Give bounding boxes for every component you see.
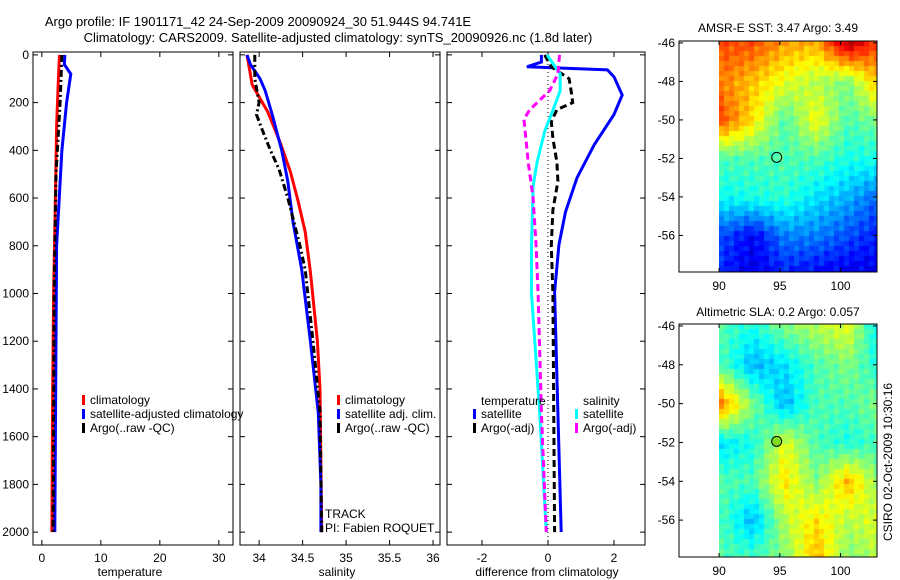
legend-label: Argo(..raw -QC)	[90, 421, 175, 435]
legend-label: climatology	[90, 393, 150, 407]
difference-series-temperature-satellite	[526, 54, 624, 533]
y-tick-label: 0	[22, 48, 29, 62]
x-tick-label: 10	[94, 551, 108, 565]
salinity-series-satellite-adj-clim-	[245, 54, 323, 533]
legend-marker	[337, 409, 340, 419]
y-tick-label: 1400	[2, 382, 29, 396]
x-tick-label: 20	[153, 551, 167, 565]
legend-label: climatology	[345, 393, 405, 407]
y-tick-label: 1200	[2, 334, 29, 348]
legend-label: Argo(-adj)	[583, 421, 636, 435]
legend-label: satellite	[583, 407, 624, 421]
legend-label: Argo(..raw -QC)	[345, 421, 430, 435]
temperature-series-satellite-adjusted-climatology	[53, 54, 73, 533]
sla-heatmap	[719, 324, 877, 557]
temperature-series-argo-raw-qc-	[51, 54, 64, 533]
legend-marker	[575, 423, 578, 433]
figure-title-line2: Climatology: CARS2009. Satellite-adjuste…	[84, 30, 593, 45]
legend-label: satellite adj. clim.	[345, 407, 436, 421]
sst-heatmap	[719, 41, 877, 272]
legend-marker	[575, 409, 578, 419]
legend-marker	[82, 423, 85, 433]
legend-heading: temperature	[481, 394, 546, 408]
legend-marker	[337, 423, 340, 433]
x-tick-label: 0	[39, 551, 46, 565]
legend-label: satellite	[481, 407, 522, 421]
y-tick-label: 2000	[2, 525, 29, 539]
x-tick-label: 34.5	[291, 551, 315, 565]
x-tick-label: 34	[252, 551, 266, 565]
legend-marker	[82, 395, 85, 405]
legend-label: Argo(-adj)	[481, 421, 534, 435]
y-tick-label: 600	[9, 191, 29, 205]
difference-series-salinity-satellite	[530, 54, 562, 533]
pi-annotation: PI: Fabien ROQUET	[325, 521, 435, 535]
x-tick-label: 36	[426, 551, 440, 565]
salinity-axes-box	[239, 51, 441, 546]
salinity-series-climatology	[245, 54, 324, 533]
y-tick-label: 1000	[2, 286, 29, 300]
legend-marker	[337, 395, 340, 405]
x-tick-label: -2	[477, 551, 488, 565]
x-tick-label: 0	[545, 551, 552, 565]
legend-marker	[82, 409, 85, 419]
y-tick-label: 1600	[2, 430, 29, 444]
difference-series-temperature-argo-adj-	[543, 54, 575, 533]
legend-marker	[473, 423, 476, 433]
temperature-xlabel: temperature	[98, 565, 163, 579]
salinity-series-argo-raw-qc-	[253, 54, 324, 533]
track-annotation: TRACK	[325, 507, 366, 521]
sla-map-title: Altimetric SLA: 0.2 Argo: 0.057	[696, 305, 860, 319]
legend-heading: salinity	[583, 394, 620, 408]
temperature-series-climatology	[50, 54, 61, 533]
legend-label: satellite-adjusted climatology	[90, 407, 243, 421]
y-tick-label: 400	[9, 143, 29, 157]
y-tick-label: 800	[9, 239, 29, 253]
legend-marker	[473, 409, 476, 419]
x-tick-label: 35	[339, 551, 353, 565]
difference-axes-box	[446, 51, 646, 546]
x-tick-label: 2	[611, 551, 618, 565]
x-tick-label: 30	[212, 551, 226, 565]
sst-map-title: AMSR-E SST: 3.47 Argo: 3.49	[698, 21, 858, 35]
temperature-axes-box	[32, 51, 234, 546]
salinity-xlabel: salinity	[319, 565, 356, 579]
y-tick-label: 200	[9, 96, 29, 110]
y-tick-label: 1800	[2, 477, 29, 491]
figure-title-line1: Argo profile: IF 1901171_42 24-Sep-2009 …	[45, 14, 472, 29]
x-tick-label: 35.5	[378, 551, 402, 565]
csiro-credit: CSIRO 02-Oct-2009 10:30:16	[881, 383, 895, 541]
difference-xlabel: difference from climatology	[475, 565, 618, 579]
difference-series-salinity-argo-adj-	[522, 54, 561, 533]
